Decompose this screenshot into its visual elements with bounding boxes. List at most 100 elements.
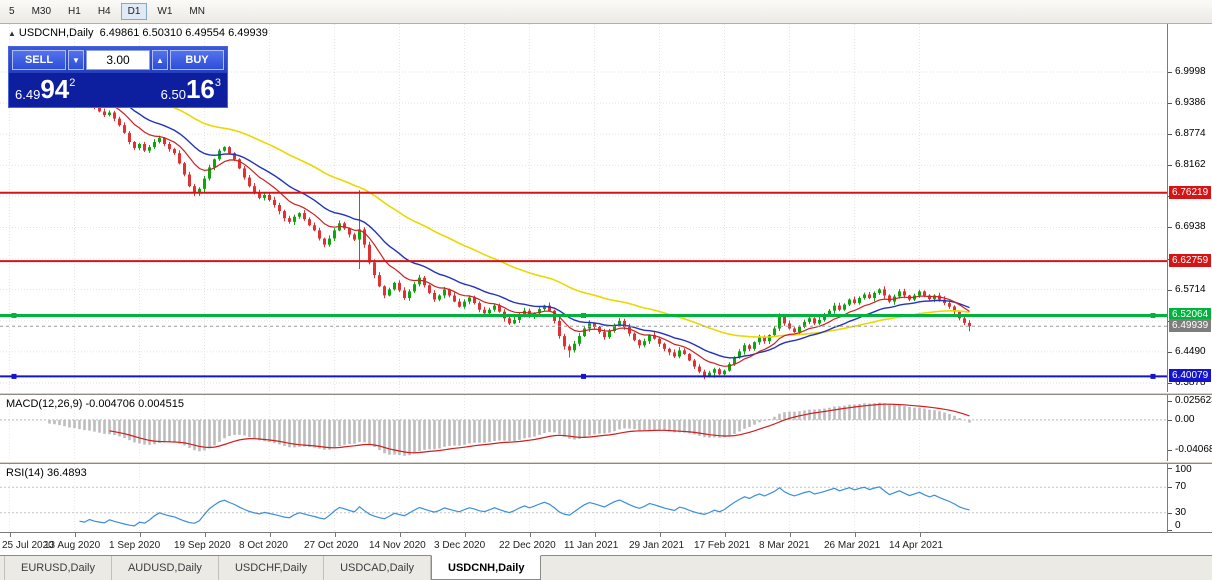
rsi-name: RSI(14) — [6, 467, 44, 479]
price-line-tag: 6.62759 — [1169, 254, 1212, 267]
rsi-plot[interactable] — [0, 464, 1167, 532]
date-tick — [530, 533, 531, 537]
price-line-tag: 6.40079 — [1169, 369, 1212, 382]
rsi-tick — [1168, 487, 1172, 488]
date-tick — [660, 533, 661, 537]
sell-price-point: 2 — [69, 77, 76, 89]
timeframe-button-5[interactable]: 5 — [9, 6, 15, 17]
buy-price-point: 3 — [214, 77, 221, 89]
macd-tick — [1168, 401, 1172, 402]
symbol-tab-usdchf[interactable]: USDCHF,Daily — [219, 556, 325, 580]
buy-price[interactable]: 6.50 16 3 — [161, 74, 221, 106]
date-tick — [140, 533, 141, 537]
macd-axis-label: -0.040687 — [1175, 444, 1212, 455]
symbol-tab-audusd[interactable]: AUDUSD,Daily — [112, 556, 219, 580]
pane-divider[interactable] — [0, 392, 1212, 395]
chart-quote-header: ▲ USDCNH,Daily 6.49861 6.50310 6.49554 6.… — [8, 27, 268, 39]
price-tick — [1168, 134, 1172, 135]
date-axis-label: 27 Oct 2020 — [304, 540, 359, 551]
macd-tick — [1168, 420, 1172, 421]
timeframe-button-h4[interactable]: H4 — [97, 6, 111, 17]
price-axis-label: 6.3878 — [1175, 377, 1206, 388]
macd-pane[interactable]: MACD(12,26,9) -0.004706 0.004515 — [0, 395, 1167, 461]
macd-tick — [1168, 450, 1172, 451]
date-tick — [335, 533, 336, 537]
date-axis-label: 11 Jan 2021 — [564, 540, 619, 551]
date-axis-label: 29 Jan 2021 — [629, 540, 685, 551]
rsi-tick — [1168, 530, 1172, 531]
sell-price[interactable]: 6.49 94 2 — [15, 74, 75, 106]
chevron-down-icon: ▼ — [72, 55, 80, 65]
symbol-tab-usdcnh[interactable]: USDCNH,Daily — [431, 555, 542, 580]
buy-button[interactable]: BUY — [170, 50, 224, 70]
timeframe-button-w1[interactable]: W1 — [157, 6, 173, 17]
collapse-quote-panel-icon[interactable]: ▲ — [8, 29, 16, 38]
timeframe-button-h1[interactable]: H1 — [68, 6, 81, 17]
chart-ohlc-values: 6.49861 6.50310 6.49554 6.49939 — [99, 27, 268, 39]
price-line-tag: 6.76219 — [1169, 186, 1212, 199]
date-tick — [465, 533, 466, 537]
chart-tabs-bar: EURUSD,Daily AUDUSD,Daily USDCHF,Daily USDC… — [0, 555, 1212, 580]
date-tick — [10, 533, 11, 537]
symbol-tab-usdcad[interactable]: USDCAD,Daily — [324, 556, 432, 580]
volume-increase-button[interactable]: ▲ — [152, 50, 168, 70]
macd-plot[interactable] — [0, 395, 1167, 461]
timeframe-button-mn[interactable]: MN — [189, 6, 205, 17]
sell-price-base: 6.49 — [15, 87, 41, 102]
sell-price-pips: 94 — [40, 74, 70, 104]
price-tick — [1168, 352, 1172, 353]
date-axis-label: 13 Aug 2020 — [44, 540, 101, 551]
time-axis: 25 Jul 2020 13 Aug 2020 1 Sep 2020 19 Sep 2… — [0, 532, 1212, 555]
price-axis-label: 6.5714 — [1175, 284, 1206, 295]
price-tick — [1168, 103, 1172, 104]
candlestick-plot[interactable] — [0, 24, 1167, 392]
date-tick — [725, 533, 726, 537]
chart-window: ▲ USDCNH,Daily 6.49861 6.50310 6.49554 6.… — [0, 24, 1212, 555]
price-tick — [1168, 72, 1172, 73]
pane-divider[interactable] — [0, 461, 1212, 464]
rsi-axis-label: 70 — [1175, 481, 1187, 492]
volume-input[interactable] — [86, 50, 150, 70]
macd-axis-label: 0.00 — [1175, 414, 1195, 425]
rsi-tick — [1168, 468, 1172, 469]
date-axis-label: 14 Apr 2021 — [889, 540, 943, 551]
price-chart-pane[interactable]: ▲ USDCNH,Daily 6.49861 6.50310 6.49554 6.… — [0, 24, 1167, 392]
macd-axis: 0.025623 0.00 -0.040687 — [1167, 395, 1212, 461]
rsi-tick — [1168, 513, 1172, 514]
price-tick — [1168, 383, 1172, 384]
sell-button[interactable]: SELL — [12, 50, 66, 70]
bid-price-tag: 6.49939 — [1169, 319, 1212, 332]
date-axis-label: 22 Dec 2020 — [499, 540, 556, 551]
macd-name: MACD(12,26,9) — [6, 398, 83, 410]
price-axis-label: 6.8162 — [1175, 159, 1206, 170]
rsi-value: 36.4893 — [46, 467, 87, 479]
price-axis-label: 6.6938 — [1175, 221, 1206, 232]
price-tick — [1168, 227, 1172, 228]
price-tick — [1168, 165, 1172, 166]
price-axis-label: 6.4490 — [1175, 346, 1206, 357]
rsi-title: RSI(14) 36.4893 — [6, 467, 87, 479]
date-tick — [270, 533, 271, 537]
buy-price-pips: 16 — [185, 74, 215, 104]
rsi-axis: 100 70 30 0 — [1167, 464, 1212, 532]
date-tick — [920, 533, 921, 537]
timeframe-button-d1[interactable]: D1 — [120, 3, 148, 20]
macd-title: MACD(12,26,9) -0.004706 0.004515 — [6, 398, 184, 410]
date-axis-label: 25 Jul 2020 — [2, 540, 54, 551]
date-tick — [400, 533, 401, 537]
chevron-up-icon: ▲ — [156, 55, 164, 65]
timeframe-button-m30[interactable]: M30 — [31, 6, 52, 17]
date-axis-label: 3 Dec 2020 — [434, 540, 486, 551]
trade-panel-prices: 6.49 94 2 6.50 16 3 — [9, 73, 227, 106]
trade-panel-controls: SELL ▼ ▲ BUY — [9, 47, 227, 73]
price-axis: 6.99986.93866.87746.81626.75506.69386.63… — [1167, 24, 1212, 392]
date-axis-label: 8 Oct 2020 — [239, 540, 288, 551]
chart-symbol-label: USDCNH,Daily — [18, 27, 94, 39]
rsi-pane[interactable]: RSI(14) 36.4893 — [0, 464, 1167, 532]
timeframe-toolbar: 5 M30 H1 H4 D1 W1 MN — [0, 0, 1212, 24]
date-tick — [595, 533, 596, 537]
volume-decrease-button[interactable]: ▼ — [68, 50, 84, 70]
price-axis-label: 6.8774 — [1175, 128, 1206, 139]
symbol-tab-eurusd[interactable]: EURUSD,Daily — [4, 556, 112, 580]
